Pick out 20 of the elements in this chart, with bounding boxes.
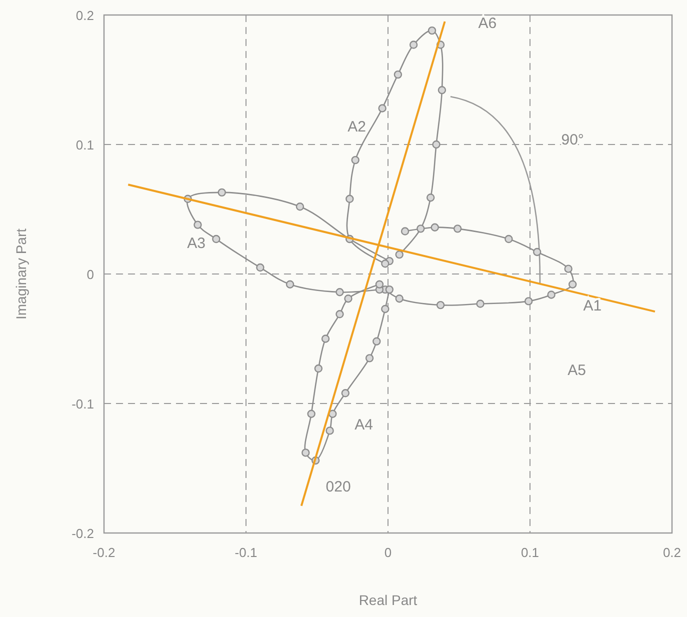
x-tick-label: -0.1 xyxy=(234,545,258,560)
y-tick-label: -0.1 xyxy=(72,396,94,412)
y-tick-label: 0 xyxy=(86,267,94,282)
annotation: A5 xyxy=(568,362,586,380)
annotation: A3 xyxy=(187,235,206,252)
x-tick-label: 0.1 xyxy=(520,545,540,560)
y-tick-label: 0.2 xyxy=(76,8,94,23)
y-tick-label: -0.2 xyxy=(72,526,94,541)
x-axis-title: Real Part xyxy=(358,592,418,608)
x-tick-label: -0.2 xyxy=(92,545,116,560)
annotation: A2 xyxy=(348,118,366,136)
y-tick-label: 0.1 xyxy=(76,138,94,152)
annotation: A4 xyxy=(354,416,374,434)
annotation: A6 xyxy=(478,14,497,32)
y-axis-title: Imaginary Part xyxy=(13,228,29,320)
annotation: A1 xyxy=(583,297,602,314)
x-tick-label: 0 xyxy=(384,545,392,560)
annotation: 90° xyxy=(561,132,584,148)
annotation: 020 xyxy=(326,478,351,496)
x-tick-label: 0.2 xyxy=(662,545,682,560)
